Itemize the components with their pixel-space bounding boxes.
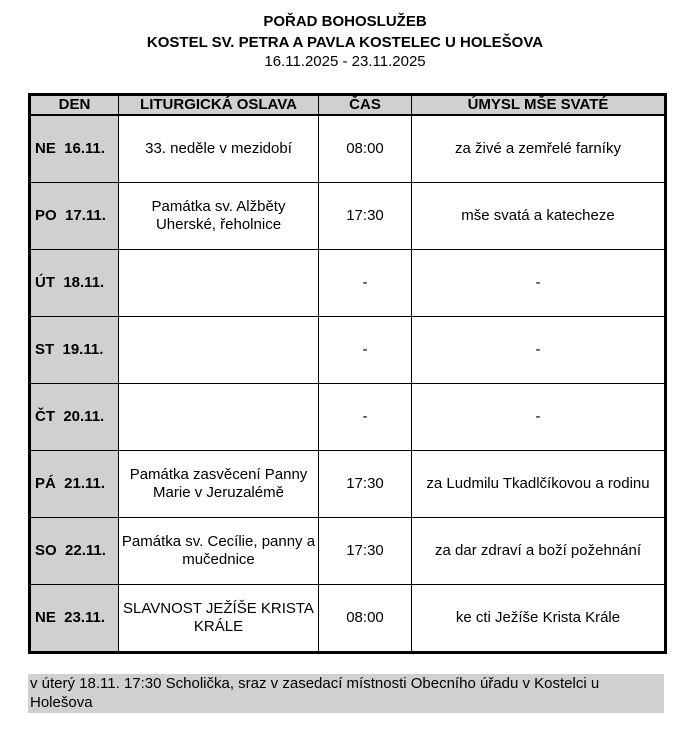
schedule-table: DEN LITURGICKÁ OSLAVA ČAS ÚMYSL MŠE SVATÉ N… xyxy=(28,93,667,654)
column-header: ÚMYSL MŠE SVATÉ xyxy=(411,94,666,116)
cell-oslava: 33. neděle v mezidobí xyxy=(118,114,319,183)
cell-umysl: - xyxy=(411,249,666,317)
cell-den: NE 23.11. xyxy=(29,584,119,653)
cell-cas: - xyxy=(318,249,412,317)
church-name: KOSTEL SV. PETRA A PAVLA KOSTELEC U HOLE… xyxy=(146,34,544,51)
cell-cas: - xyxy=(318,383,412,451)
cell-umysl: mše svatá a katecheze xyxy=(411,182,666,250)
cell-umysl: - xyxy=(411,316,666,384)
table-row: PÁ 21.11. Památka zasvěcení Panny Marie v… xyxy=(29,450,666,518)
cell-cas: 17:30 xyxy=(318,517,412,585)
table-row: ST 19.11. - - xyxy=(29,316,666,384)
cell-den: PÁ 21.11. xyxy=(29,450,119,518)
cell-oslava xyxy=(118,249,319,317)
announcement-note: v úterý 18.11. 17:30 Scholička, sraz v z… xyxy=(28,674,664,713)
cell-den: NE 16.11. xyxy=(29,114,119,183)
cell-oslava xyxy=(118,316,319,384)
cell-cas: 17:30 xyxy=(318,450,412,518)
date-range: 16.11.2025 - 23.11.2025 xyxy=(264,53,426,70)
cell-umysl: - xyxy=(411,383,666,451)
cell-oslava: Památka zasvěcení Panny Marie v Jeruzalé… xyxy=(118,450,319,518)
cell-den: ČT 20.11. xyxy=(29,383,119,451)
cell-cas: 08:00 xyxy=(318,114,412,183)
cell-umysl: za dar zdraví a boží požehnání xyxy=(411,517,666,585)
cell-oslava: Památka sv. Alžběty Uherské, řeholnice xyxy=(118,182,319,250)
cell-umysl: za Ludmilu Tkadlčíkovou a rodinu xyxy=(411,450,666,518)
document-title: POŘAD BOHOSLUŽEB xyxy=(263,13,427,30)
cell-oslava: SLAVNOST JEŽÍŠE KRISTA KRÁLE xyxy=(118,584,319,653)
table-row: PO 17.11. Památka sv. Alžběty Uherské, ře… xyxy=(29,182,666,250)
column-header: LITURGICKÁ OSLAVA xyxy=(118,94,319,116)
column-header: ČAS xyxy=(318,94,412,116)
cell-oslava: Památka sv. Cecílie, panny a mučednice xyxy=(118,517,319,585)
cell-den: SO 22.11. xyxy=(29,517,119,585)
cell-umysl: za živé a zemřelé farníky xyxy=(411,114,666,183)
cell-oslava xyxy=(118,383,319,451)
cell-cas: 17:30 xyxy=(318,182,412,250)
table-row: SO 22.11. Památka sv. Cecílie, panny a mu… xyxy=(29,517,666,585)
table-row: ÚT 18.11. - - xyxy=(29,249,666,317)
table-row: NE 23.11. SLAVNOST JEŽÍŠE KRISTA KRÁLE 08:… xyxy=(29,584,666,653)
cell-umysl: ke cti Ježíše Krista Krále xyxy=(411,584,666,653)
table-row: NE 16.11. 33. neděle v mezidobí 08:00 za ži… xyxy=(29,114,666,183)
table-row: ČT 20.11. - - xyxy=(29,383,666,451)
cell-den: PO 17.11. xyxy=(29,182,119,250)
cell-cas: 08:00 xyxy=(318,584,412,653)
cell-den: ÚT 18.11. xyxy=(29,249,119,317)
cell-den: ST 19.11. xyxy=(29,316,119,384)
column-header: DEN xyxy=(29,94,119,116)
cell-cas: - xyxy=(318,316,412,384)
